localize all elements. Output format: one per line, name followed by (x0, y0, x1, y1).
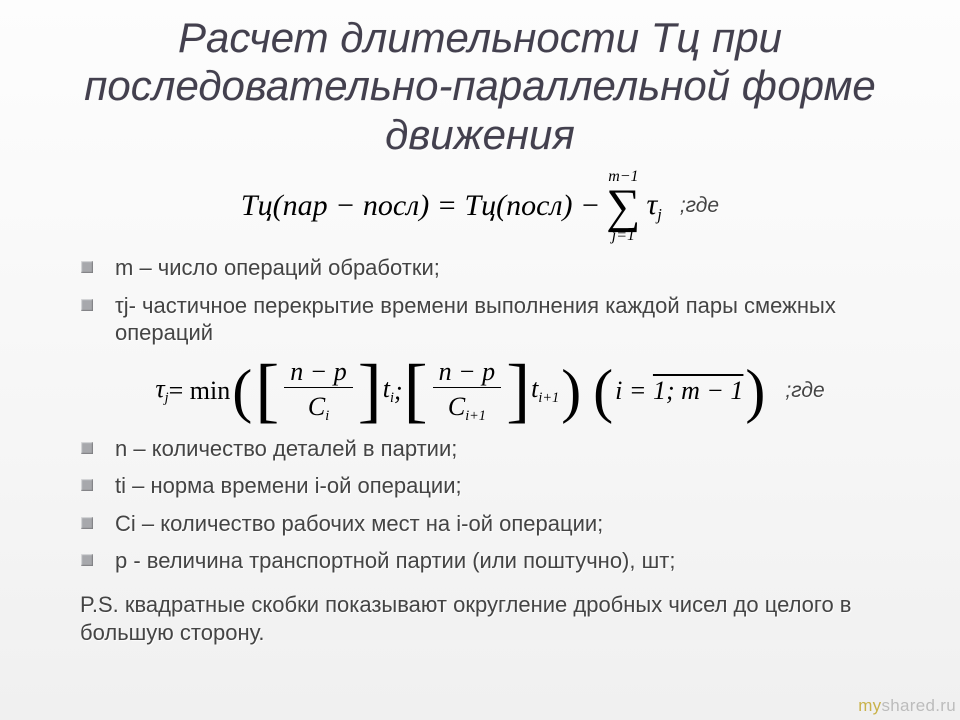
lbracket-icon: [ (255, 362, 279, 420)
formula-2-row: τj = min ( [ n − p Ci ] ti ; [ n − p Ci+… (0, 357, 960, 425)
frac1-den: Ci (302, 392, 335, 425)
ri: i = (615, 376, 653, 405)
rparen-icon: ) (561, 367, 581, 415)
watermark: myshared.ru (858, 696, 956, 716)
frac2-num: n − p (433, 357, 502, 387)
bullet-list-1: m – число операций обработки; τj- частич… (0, 254, 960, 347)
c-sym: C (308, 392, 325, 421)
formula-2: τj = min ( [ n − p Ci ] ti ; [ n − p Ci+… (155, 357, 767, 425)
ci-sub: i (325, 408, 329, 424)
list-item: τj- частичное перекрытие времени выполне… (115, 292, 920, 347)
tau-sym: τ (646, 188, 657, 221)
ti1-sub: i+1 (538, 390, 559, 406)
range: i = 1; m − 1 (615, 376, 743, 406)
frac1-num: n − p (284, 357, 353, 387)
list-item: ti – норма времени i-ой операции; (115, 472, 920, 500)
wm-a: my (858, 696, 881, 715)
sum-lower: j=1 (612, 228, 635, 244)
lbracket2-icon: [ (404, 362, 428, 420)
list-item: m – число операций обработки; (115, 254, 920, 282)
where-label-1: ;где (680, 194, 719, 218)
f1-tau: τj (646, 188, 661, 225)
ci1-sub: i+1 (465, 408, 486, 424)
t-sym: t (383, 374, 390, 403)
formula-1-row: Тц(пар − посл) = Тц(посл) − m−1 ∑ j=1 τj… (0, 169, 960, 244)
ti1: ti+1 (531, 374, 559, 407)
f1-lhs: Тц(пар − посл) = Тц(посл) − (241, 189, 600, 223)
formula-1: Тц(пар − посл) = Тц(посл) − m−1 ∑ j=1 τj (241, 169, 662, 244)
wm-b: shared.ru (881, 696, 956, 715)
tau2-sym: τ (155, 374, 164, 403)
lparen2-icon: ( (593, 367, 613, 415)
sigma-sum: m−1 ∑ j=1 (606, 169, 640, 244)
list-item: p - величина транспортной партии (или по… (115, 547, 920, 575)
frac-1: n − p Ci (284, 357, 353, 425)
rbracket-icon: ] (358, 362, 382, 420)
rbracket2-icon: ] (506, 362, 530, 420)
list-item: n – количество деталей в партии; (115, 435, 920, 463)
f2-tau: τj (155, 374, 168, 407)
ti: ti (383, 374, 394, 407)
c2-sym: C (448, 392, 465, 421)
list-item: Ci – количество рабочих мест на i-ой опе… (115, 510, 920, 538)
rparen2-icon: ) (745, 367, 765, 415)
sigma-icon: ∑ (606, 185, 640, 228)
tau-sub: j (657, 205, 662, 224)
f2-min: = min (169, 376, 231, 406)
sep: ; (394, 376, 403, 406)
slide-title: Расчет длительности Тц при последователь… (0, 0, 960, 165)
lparen-icon: ( (232, 367, 252, 415)
frac-2: n − p Ci+1 (433, 357, 502, 425)
frac2-den: Ci+1 (442, 392, 492, 425)
where-label-2: ;где (785, 379, 824, 403)
bullet-list-2: n – количество деталей в партии; ti – но… (0, 435, 960, 575)
rv: 1; m − 1 (653, 376, 743, 405)
ps-note: P.S. квадратные скобки показывают округл… (0, 585, 960, 648)
